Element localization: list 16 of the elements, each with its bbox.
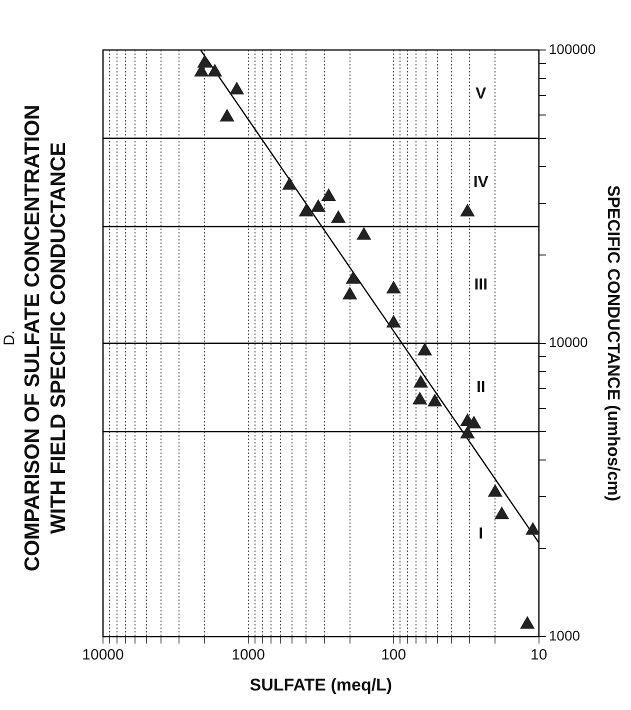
x-tick-label: 10000 (82, 646, 124, 664)
y-tick-label: 10000 (548, 334, 588, 350)
x-tick-label: 1000 (232, 646, 265, 664)
annotation: I (478, 526, 484, 542)
x-axis-title: SULFATE (meq/L) (250, 675, 392, 694)
annotation: II (476, 378, 486, 396)
y-tick-label: 1000 (548, 627, 580, 644)
text: D. (0, 330, 19, 348)
text: COMPARISON OF SULFATE CONCENTRATION WITH FIELD SPECIFIC CONDUCTANCE (20, 104, 71, 574)
annotation: V (476, 86, 487, 103)
y-axis-title: SPECIFIC CONDUCTANCE (umhos/cm) (604, 185, 624, 502)
annotation: IV (473, 174, 489, 191)
x-tick-label: 10 (530, 646, 548, 664)
annotation: III (474, 276, 488, 294)
x-tick-label: 100 (381, 646, 406, 664)
y-tick-label: 100000 (548, 40, 596, 57)
